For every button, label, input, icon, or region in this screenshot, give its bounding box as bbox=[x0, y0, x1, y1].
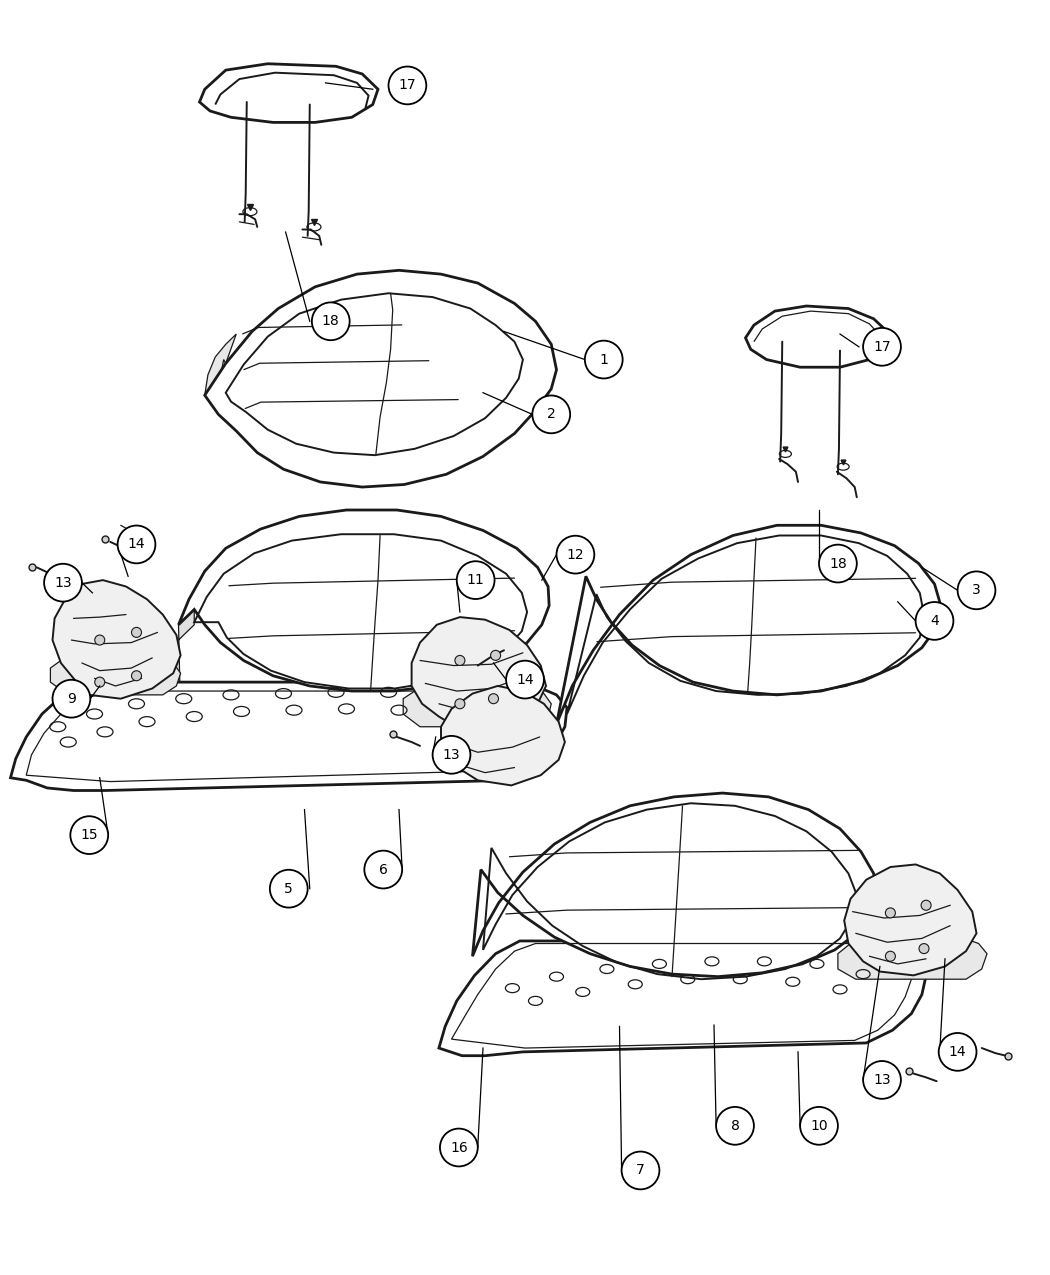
Text: 3: 3 bbox=[972, 584, 981, 597]
Text: 18: 18 bbox=[322, 315, 339, 328]
Text: 17: 17 bbox=[399, 79, 416, 92]
Text: 12: 12 bbox=[567, 548, 584, 561]
Polygon shape bbox=[155, 609, 194, 717]
Circle shape bbox=[532, 395, 570, 434]
Polygon shape bbox=[838, 937, 987, 979]
Circle shape bbox=[488, 694, 499, 704]
Polygon shape bbox=[472, 793, 877, 977]
Circle shape bbox=[312, 302, 350, 340]
Polygon shape bbox=[412, 617, 546, 729]
Text: 14: 14 bbox=[517, 673, 533, 686]
Text: 14: 14 bbox=[949, 1046, 966, 1058]
Text: 10: 10 bbox=[811, 1119, 827, 1132]
Circle shape bbox=[388, 66, 426, 105]
Circle shape bbox=[490, 650, 501, 660]
Circle shape bbox=[819, 544, 857, 583]
Circle shape bbox=[716, 1107, 754, 1145]
Text: 7: 7 bbox=[636, 1164, 645, 1177]
Text: 15: 15 bbox=[81, 829, 98, 842]
Polygon shape bbox=[10, 682, 567, 790]
Circle shape bbox=[52, 680, 90, 718]
Circle shape bbox=[44, 564, 82, 602]
Text: 13: 13 bbox=[443, 748, 460, 761]
Polygon shape bbox=[178, 510, 549, 691]
Polygon shape bbox=[844, 864, 976, 975]
Text: 14: 14 bbox=[128, 538, 145, 551]
Circle shape bbox=[94, 677, 105, 687]
Polygon shape bbox=[439, 941, 926, 1056]
Polygon shape bbox=[403, 688, 551, 727]
Text: 6: 6 bbox=[379, 863, 387, 876]
Circle shape bbox=[364, 850, 402, 889]
Text: 1: 1 bbox=[600, 353, 608, 366]
Circle shape bbox=[863, 1061, 901, 1099]
Circle shape bbox=[455, 655, 465, 666]
Circle shape bbox=[131, 671, 142, 681]
Polygon shape bbox=[441, 686, 565, 785]
Circle shape bbox=[885, 951, 896, 961]
Text: 8: 8 bbox=[731, 1119, 739, 1132]
Polygon shape bbox=[50, 658, 181, 695]
Polygon shape bbox=[205, 360, 242, 434]
Text: 5: 5 bbox=[285, 882, 293, 895]
Polygon shape bbox=[205, 334, 236, 395]
Circle shape bbox=[131, 627, 142, 638]
Text: 4: 4 bbox=[930, 615, 939, 627]
Circle shape bbox=[585, 340, 623, 379]
Circle shape bbox=[958, 571, 995, 609]
Circle shape bbox=[863, 328, 901, 366]
Circle shape bbox=[921, 900, 931, 910]
Circle shape bbox=[457, 561, 495, 599]
Circle shape bbox=[622, 1151, 659, 1190]
Circle shape bbox=[556, 536, 594, 574]
Text: 2: 2 bbox=[547, 408, 555, 421]
Polygon shape bbox=[205, 270, 556, 487]
Circle shape bbox=[916, 602, 953, 640]
Polygon shape bbox=[52, 580, 181, 699]
Text: 11: 11 bbox=[467, 574, 484, 586]
Text: 16: 16 bbox=[450, 1141, 467, 1154]
Circle shape bbox=[455, 699, 465, 709]
Circle shape bbox=[94, 635, 105, 645]
Circle shape bbox=[919, 944, 929, 954]
Text: 13: 13 bbox=[55, 576, 71, 589]
Circle shape bbox=[800, 1107, 838, 1145]
Circle shape bbox=[118, 525, 155, 564]
Circle shape bbox=[939, 1033, 977, 1071]
Circle shape bbox=[440, 1128, 478, 1167]
Circle shape bbox=[506, 660, 544, 699]
Text: 9: 9 bbox=[67, 692, 76, 705]
Polygon shape bbox=[556, 525, 941, 724]
Circle shape bbox=[270, 870, 308, 908]
Circle shape bbox=[885, 908, 896, 918]
Text: 17: 17 bbox=[874, 340, 890, 353]
Circle shape bbox=[70, 816, 108, 854]
Text: 13: 13 bbox=[874, 1074, 890, 1086]
Circle shape bbox=[433, 736, 470, 774]
Text: 18: 18 bbox=[830, 557, 846, 570]
